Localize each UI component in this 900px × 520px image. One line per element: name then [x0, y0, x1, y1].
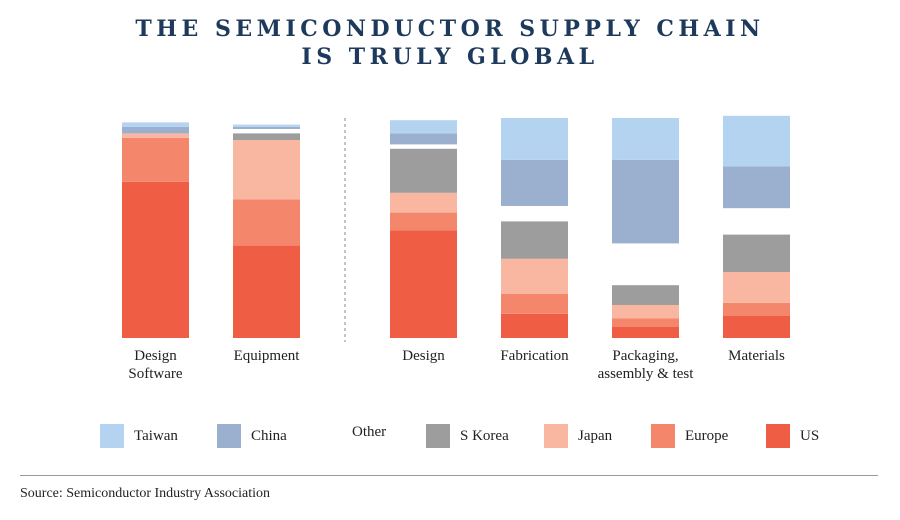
footer-divider — [20, 475, 878, 476]
legend-item-s-korea: S Korea — [426, 424, 509, 448]
bar-segment-equipment-europe — [233, 199, 300, 246]
bar-segment-equipment-us — [233, 245, 300, 338]
bar-segment-packaging-assembly-test-europe — [612, 318, 679, 327]
legend-swatch-china — [217, 424, 241, 448]
bar-segment-fabrication-europe — [501, 294, 568, 314]
bar-segment-materials-s-korea — [723, 234, 790, 272]
category-label-equipment: Equipment — [234, 348, 301, 364]
bar-segment-fabrication-china — [501, 159, 568, 206]
legend-label-us: US — [800, 427, 820, 444]
bar-segment-design-taiwan — [390, 120, 457, 134]
legend-label-other: Other — [352, 424, 387, 440]
legend-item-europe: Europe — [651, 424, 728, 448]
bar-segment-equipment-taiwan — [233, 124, 300, 127]
bar-segment-fabrication-us — [501, 313, 568, 338]
bar-segment-design-software-taiwan — [122, 122, 189, 127]
legend-item-china: China — [217, 424, 287, 448]
category-label-design: Design — [402, 348, 445, 364]
bar-segment-packaging-assembly-test-taiwan — [612, 118, 679, 160]
chart-legend: Taiwan China Other S Korea Japan Europe … — [0, 424, 900, 452]
bar-segment-equipment-s-korea — [233, 133, 300, 140]
legend-label-taiwan: Taiwan — [134, 427, 178, 444]
bar-segment-packaging-assembly-test-japan — [612, 305, 679, 319]
legend-item-other: Other — [352, 424, 386, 441]
legend-swatch-europe — [651, 424, 675, 448]
bar-segment-materials-japan — [723, 272, 790, 303]
bar-segment-design-us — [390, 230, 457, 338]
category-label-materials: Materials — [728, 348, 785, 364]
bar-segment-design-software-europe — [122, 137, 189, 182]
legend-label-japan: Japan — [578, 427, 613, 444]
bar-segment-design-software-japan — [122, 133, 189, 138]
bar-segment-materials-us — [723, 316, 790, 338]
bar-segment-design-japan — [390, 192, 457, 213]
legend-item-us: US — [766, 424, 819, 448]
bar-segment-materials-china — [723, 166, 790, 209]
bar-segment-materials-taiwan — [723, 115, 790, 167]
source-note: Source: Semiconductor Industry Associati… — [20, 486, 271, 501]
bar-segment-equipment-japan — [233, 140, 300, 200]
legend-item-japan: Japan — [544, 424, 612, 448]
bar-segment-packaging-assembly-test-s-korea — [612, 285, 679, 305]
legend-label-s-korea: S Korea — [460, 427, 509, 444]
legend-label-china: China — [251, 427, 287, 444]
bar-segment-design-software-us — [122, 181, 189, 338]
bar-segment-design-china — [390, 133, 457, 145]
legend-item-taiwan: Taiwan — [100, 424, 178, 448]
bar-segment-fabrication-japan — [501, 258, 568, 294]
bar-segment-packaging-assembly-test-china — [612, 159, 679, 244]
chart-title-line-1: THE SEMICONDUCTOR SUPPLY CHAIN — [135, 16, 765, 42]
bar-segment-design-s-korea — [390, 148, 457, 193]
category-label-design-software: Design Software — [128, 348, 182, 382]
legend-label-europe: Europe — [685, 427, 729, 444]
bar-segment-packaging-assembly-test-us — [612, 327, 679, 338]
bar-segment-design-software-china — [122, 126, 189, 134]
bar-segment-fabrication-s-korea — [501, 221, 568, 259]
stacked-bar-chart: Design Software Equipment Design Fabrication… — [122, 115, 790, 382]
category-label-fabrication: Fabrication — [500, 348, 569, 364]
category-label-packaging-assembly-test: Packaging, assembly & test — [598, 348, 695, 382]
legend-swatch-us — [766, 424, 790, 448]
bar-segment-fabrication-taiwan — [501, 118, 568, 160]
bar-segment-materials-europe — [723, 302, 790, 316]
chart-title-line-2: IS TRULY GLOBAL — [301, 44, 599, 70]
legend-swatch-s-korea — [426, 424, 450, 448]
legend-swatch-japan — [544, 424, 568, 448]
bar-segment-design-europe — [390, 212, 457, 231]
legend-swatch-taiwan — [100, 424, 124, 448]
bar-segment-equipment-china — [233, 126, 300, 129]
